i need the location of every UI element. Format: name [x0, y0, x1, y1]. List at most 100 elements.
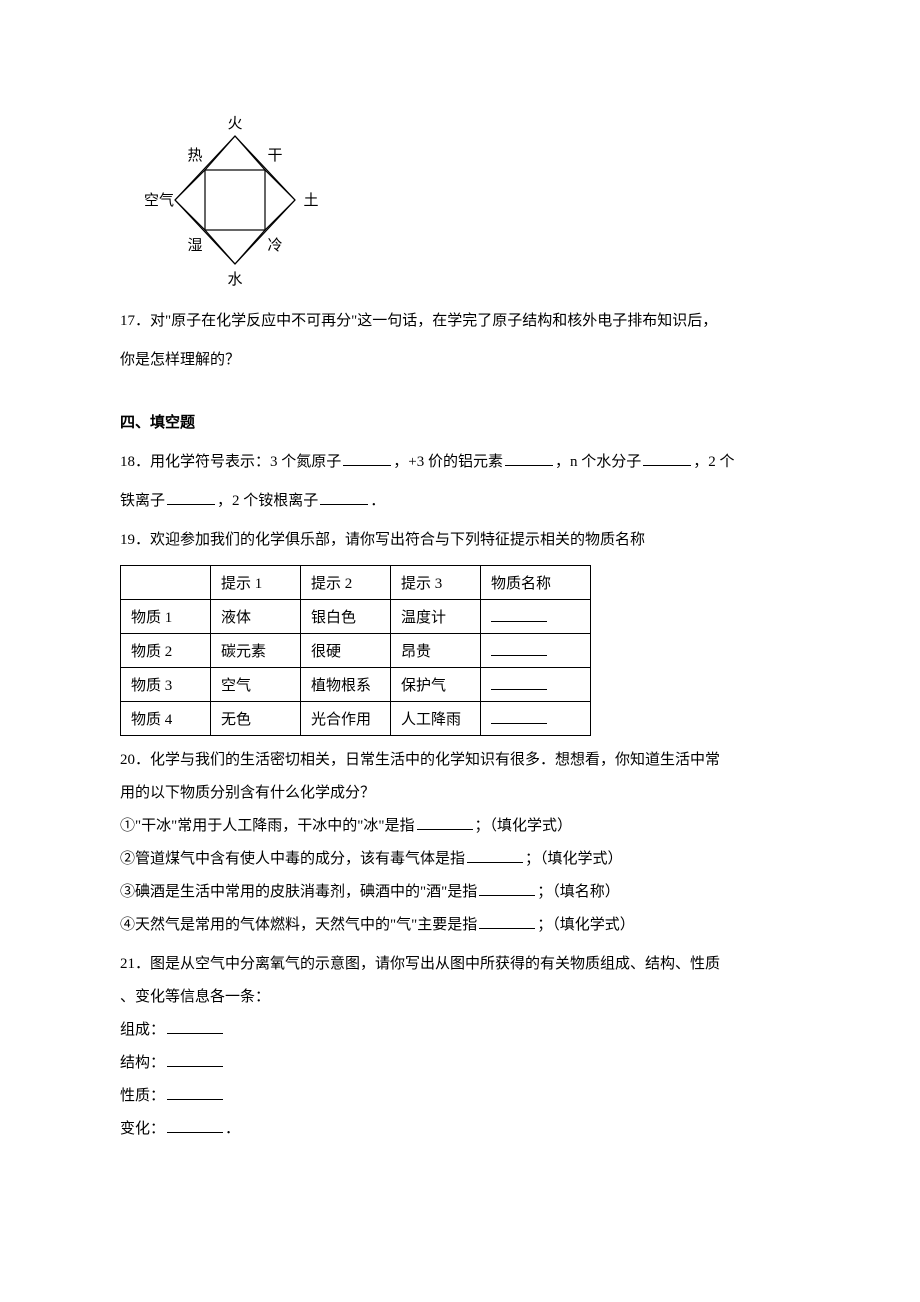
- answer-blank[interactable]: [491, 607, 547, 622]
- q20-blank-3[interactable]: [479, 881, 535, 896]
- table-row: 物质 2 碳元素 很硬 昂贵: [121, 634, 591, 668]
- table-row: 物质 3 空气 植物根系 保护气: [121, 668, 591, 702]
- table-cell: [121, 566, 211, 600]
- table-cell: 提示 1: [211, 566, 301, 600]
- q17-number: 17．: [120, 313, 150, 329]
- q18-blank-1[interactable]: [343, 451, 391, 466]
- diag-line: [205, 230, 235, 264]
- q20-line2: 用的以下物质分别含有什么化学成分？: [120, 777, 800, 810]
- label-wet: 湿: [187, 237, 202, 254]
- q20-2b: ；（填化学式）: [525, 851, 623, 867]
- table-cell: 物质 2: [121, 634, 211, 668]
- q21-line1: 图是从空气中分离氧气的示意图，请你写出从图中所获得的有关物质组成、结构、性质: [150, 956, 720, 972]
- q18-l2b: ，2 个铵根离子: [217, 493, 318, 509]
- q20-3b: ；（填名称）: [537, 884, 620, 900]
- table-cell: 温度计: [391, 600, 481, 634]
- q17-text-b: 你是怎样理解的？: [120, 352, 240, 368]
- q21-property: 性质：: [120, 1080, 800, 1113]
- table-cell: 提示 2: [301, 566, 391, 600]
- table-cell: 保护气: [391, 668, 481, 702]
- table-cell: 碳元素: [211, 634, 301, 668]
- q19-table: 提示 1 提示 2 提示 3 物质名称 物质 1 液体 银白色 温度计 物质 2…: [120, 565, 591, 736]
- q21-blank-1[interactable]: [167, 1019, 223, 1034]
- q20-item-4: ④天然气是常用的气体燃料，天然气中的"气"主要是指 ；（填化学式）: [120, 909, 800, 942]
- q21-blank-2[interactable]: [167, 1052, 223, 1067]
- table-cell: 液体: [211, 600, 301, 634]
- question-17-cont: 你是怎样理解的？: [120, 344, 800, 377]
- diag-line: [205, 136, 235, 170]
- elements-diagram: 火 水 空气 土 热 干 湿 冷: [135, 110, 800, 295]
- answer-blank[interactable]: [491, 641, 547, 656]
- table-cell: [481, 668, 591, 702]
- q21-structure: 结构：: [120, 1047, 800, 1080]
- q21-label1: 组成：: [120, 1022, 165, 1038]
- q18-blank-2[interactable]: [505, 451, 553, 466]
- q19-intro: 欢迎参加我们的化学俱乐部，请你写出符合与下列特征提示相关的物质名称: [150, 532, 645, 548]
- inner-square: [205, 170, 265, 230]
- section-4-header: 四、填空题: [120, 407, 800, 440]
- q17-text-a: 对"原子在化学反应中不可再分"这一句话，在学完了原子结构和核外电子排布知识后，: [150, 313, 717, 329]
- diag-line: [235, 136, 265, 170]
- table-cell: [481, 634, 591, 668]
- table-row: 提示 1 提示 2 提示 3 物质名称: [121, 566, 591, 600]
- label-cold: 冷: [267, 237, 282, 254]
- q18-p3: ，n 个水分子: [555, 454, 641, 470]
- q20-4b: ；（填化学式）: [537, 917, 635, 933]
- q20-item-2: ②管道煤气中含有使人中毒的成分，该有毒气体是指 ；（填化学式）: [120, 843, 800, 876]
- q21-end: ．: [225, 1121, 240, 1137]
- table-cell: [481, 600, 591, 634]
- question-17: 17．对"原子在化学反应中不可再分"这一句话，在学完了原子结构和核外电子排布知识…: [120, 305, 800, 338]
- q18-blank-3[interactable]: [643, 451, 691, 466]
- q20-item-1: ①"干冰"常用于人工降雨，干冰中的"冰"是指 ；（填化学式）: [120, 810, 800, 843]
- question-20: 20．化学与我们的生活密切相关，日常生活中的化学知识有很多．想想看，你知道生活中…: [120, 744, 800, 777]
- diag-line: [175, 170, 205, 200]
- table-cell: 光合作用: [301, 702, 391, 736]
- question-21: 21．图是从空气中分离氧气的示意图，请你写出从图中所获得的有关物质组成、结构、性…: [120, 948, 800, 981]
- q18-blank-5[interactable]: [320, 490, 368, 505]
- label-hot: 热: [187, 147, 202, 164]
- q21-line2: 、变化等信息各一条：: [120, 981, 800, 1014]
- q20-blank-2[interactable]: [467, 848, 523, 863]
- q18-l2c: ．: [370, 493, 385, 509]
- q20-1b: ；（填化学式）: [475, 818, 573, 834]
- q18-p4: ，2 个: [693, 454, 734, 470]
- q18-p1: 用化学符号表示：3 个氮原子: [150, 454, 341, 470]
- q18-blank-4[interactable]: [167, 490, 215, 505]
- q21-blank-3[interactable]: [167, 1085, 223, 1100]
- question-18: 18．用化学符号表示：3 个氮原子 ，+3 价的铝元素 ，n 个水分子 ，2 个: [120, 446, 800, 479]
- q20-blank-1[interactable]: [417, 815, 473, 830]
- table-cell: 无色: [211, 702, 301, 736]
- q20-3a: ③碘酒是生活中常用的皮肤消毒剂，碘酒中的"酒"是指: [120, 884, 477, 900]
- q21-number: 21．: [120, 956, 150, 972]
- diag-line: [235, 230, 265, 264]
- table-row: 物质 4 无色 光合作用 人工降雨: [121, 702, 591, 736]
- q20-blank-4[interactable]: [479, 914, 535, 929]
- label-fire: 火: [227, 116, 242, 132]
- table-cell: 提示 3: [391, 566, 481, 600]
- question-19: 19．欢迎参加我们的化学俱乐部，请你写出符合与下列特征提示相关的物质名称: [120, 524, 800, 557]
- q21-label2: 结构：: [120, 1055, 165, 1071]
- label-water: 水: [227, 271, 242, 288]
- q20-line1: 化学与我们的生活密切相关，日常生活中的化学知识有很多．想想看，你知道生活中常: [150, 752, 720, 768]
- table-cell: 物质名称: [481, 566, 591, 600]
- label-earth: 土: [303, 192, 318, 209]
- answer-blank[interactable]: [491, 675, 547, 690]
- answer-blank[interactable]: [491, 709, 547, 724]
- q18-number: 18．: [120, 454, 150, 470]
- label-dry: 干: [267, 148, 282, 164]
- table-cell: 空气: [211, 668, 301, 702]
- q18-l2a: 铁离子: [120, 493, 165, 509]
- table-cell: 物质 4: [121, 702, 211, 736]
- table-cell: 人工降雨: [391, 702, 481, 736]
- diag-line: [265, 200, 295, 230]
- q21-label3: 性质：: [120, 1088, 165, 1104]
- q18-p2: ，+3 价的铝元素: [393, 454, 503, 470]
- q20-2a: ②管道煤气中含有使人中毒的成分，该有毒气体是指: [120, 851, 465, 867]
- q20-1a: ①"干冰"常用于人工降雨，干冰中的"冰"是指: [120, 818, 415, 834]
- q20-4a: ④天然气是常用的气体燃料，天然气中的"气"主要是指: [120, 917, 477, 933]
- table-cell: 植物根系: [301, 668, 391, 702]
- q21-blank-4[interactable]: [167, 1118, 223, 1133]
- question-18-cont: 铁离子 ，2 个铵根离子 ．: [120, 485, 800, 518]
- diag-line: [175, 200, 205, 230]
- q20-item-3: ③碘酒是生活中常用的皮肤消毒剂，碘酒中的"酒"是指 ；（填名称）: [120, 876, 800, 909]
